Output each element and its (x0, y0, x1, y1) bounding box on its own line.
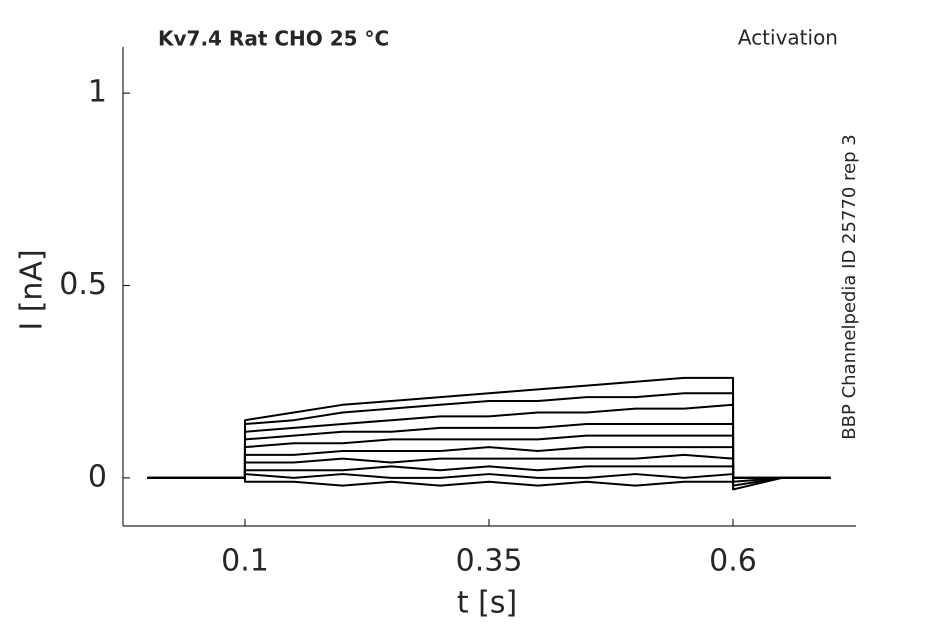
trace (147, 434, 831, 479)
x-tick-label: 0.1 (221, 544, 269, 579)
trace (147, 465, 831, 479)
x-tick-label: 0.6 (709, 544, 757, 579)
y-tick-label: 0.5 (59, 267, 107, 302)
y-axis-label: I [nA] (15, 249, 50, 330)
chart-title: Kv7.4 Rat CHO 25 °C (158, 27, 389, 51)
x-axis-label: t [s] (457, 586, 517, 621)
y-tick-label: 1 (88, 75, 107, 110)
trace (147, 476, 831, 487)
x-tick-label: 0.35 (456, 544, 523, 579)
trace (147, 453, 831, 479)
trace (147, 376, 831, 491)
annotation: BBP Channelpedia ID 25770 rep 3 (839, 134, 860, 439)
y-tick-label: 0 (88, 459, 107, 494)
annotation: Activation (738, 26, 838, 50)
trace (147, 473, 831, 479)
